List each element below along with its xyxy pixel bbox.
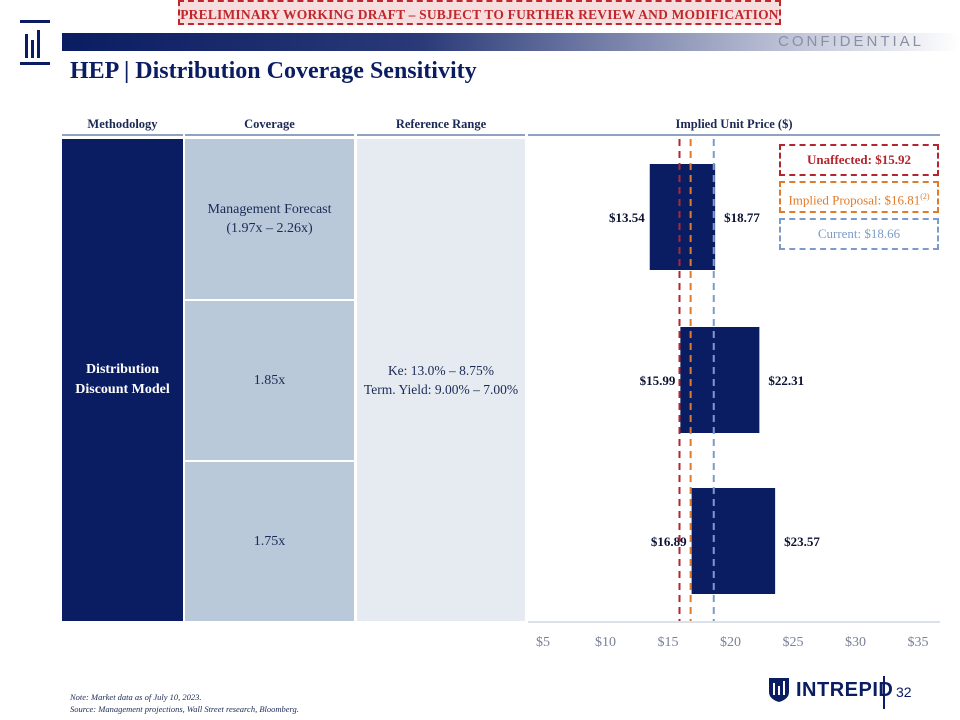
reference-range-cell: Ke: 13.0% – 8.75% Term. Yield: 9.00% – 7… <box>357 139 525 621</box>
range-bar-3 <box>691 488 776 594</box>
legend-implied-proposal: Implied Proposal: $16.81(2) <box>779 181 939 213</box>
col-rule-price <box>528 134 940 136</box>
x-tick-label-7: $35 <box>908 635 929 650</box>
methodology-line2: Discount Model <box>75 382 170 397</box>
x-tick-label-5: $25 <box>783 635 804 650</box>
legend-unaffected-label: Unaffected: $15.92 <box>807 152 911 167</box>
col-rule-coverage <box>185 134 354 136</box>
page-title: HEP | Distribution Coverage Sensitivity <box>70 58 477 84</box>
bar-low-label-2: $15.99 <box>640 373 676 388</box>
bar-low-label-3: $16.89 <box>651 534 687 549</box>
brand-divider <box>883 676 885 709</box>
coverage-line1: Management Forecast <box>207 202 332 217</box>
legend-current: Current: $18.66 <box>779 218 939 250</box>
legend-unaffected: Unaffected: $15.92 <box>779 144 939 176</box>
x-tick-label-2: $10 <box>595 635 616 650</box>
methodology-cell: Distribution Discount Model <box>62 139 183 621</box>
col-header-reference-range: Reference Range <box>395 117 487 131</box>
x-tick-label-3: $15 <box>658 635 679 650</box>
footnote-market-data: Note: Market data as of July 10, 2023. <box>70 692 202 702</box>
draft-banner: PRELIMINARY WORKING DRAFT – SUBJECT TO F… <box>178 0 781 25</box>
col-header-methodology: Methodology <box>87 117 158 131</box>
legend-current-label: Current: $18.66 <box>817 226 901 241</box>
range-bar-2 <box>680 327 760 433</box>
col-rule-reference <box>357 134 525 136</box>
legend-implied-proposal-label: Implied Proposal: $16.81 <box>788 192 921 208</box>
coverage-cell-1-85x: 1.85x <box>185 301 354 460</box>
col-header-coverage: Coverage <box>244 117 295 131</box>
coverage-cell-1-75x: 1.75x <box>185 462 354 621</box>
reference-line1: Ke: 13.0% – 8.75% <box>387 363 495 378</box>
range-bar-1 <box>649 164 716 270</box>
page-number: 32 <box>896 684 912 700</box>
col-header-implied-price: Implied Unit Price ($) <box>675 117 793 131</box>
bar-high-label-2: $22.31 <box>768 373 804 388</box>
bar-high-label-3: $23.57 <box>784 534 820 549</box>
footnote-source: Source: Management projections, Wall Str… <box>70 704 299 714</box>
bar-low-label-1: $13.54 <box>609 210 645 225</box>
methodology-line1: Distribution <box>85 362 160 377</box>
intrepid-logo-icon <box>20 20 50 65</box>
reference-line2: Term. Yield: 9.00% – 7.00% <box>363 382 519 397</box>
coverage-line2: (1.97x – 2.26x) <box>226 221 313 236</box>
brand-name: INTREPID <box>796 678 894 701</box>
x-tick-label-4: $20 <box>720 635 741 650</box>
header-gradient-bar <box>62 33 960 51</box>
coverage-cell-management: Management Forecast (1.97x – 2.26x) <box>185 139 354 299</box>
brand-lockup: INTREPID <box>768 677 893 703</box>
x-tick-label-1: $5 <box>536 635 550 650</box>
col-rule-methodology <box>62 134 183 136</box>
coverage-line1: 1.75x <box>253 534 286 549</box>
bar-high-label-1: $18.77 <box>724 210 760 225</box>
x-tick-label-6: $30 <box>845 635 866 650</box>
brand-shield-icon <box>769 678 789 702</box>
legend-footnote-ref: (2) <box>920 192 930 201</box>
confidential-label: CONFIDENTIAL <box>777 33 924 50</box>
coverage-line1: 1.85x <box>253 373 286 388</box>
